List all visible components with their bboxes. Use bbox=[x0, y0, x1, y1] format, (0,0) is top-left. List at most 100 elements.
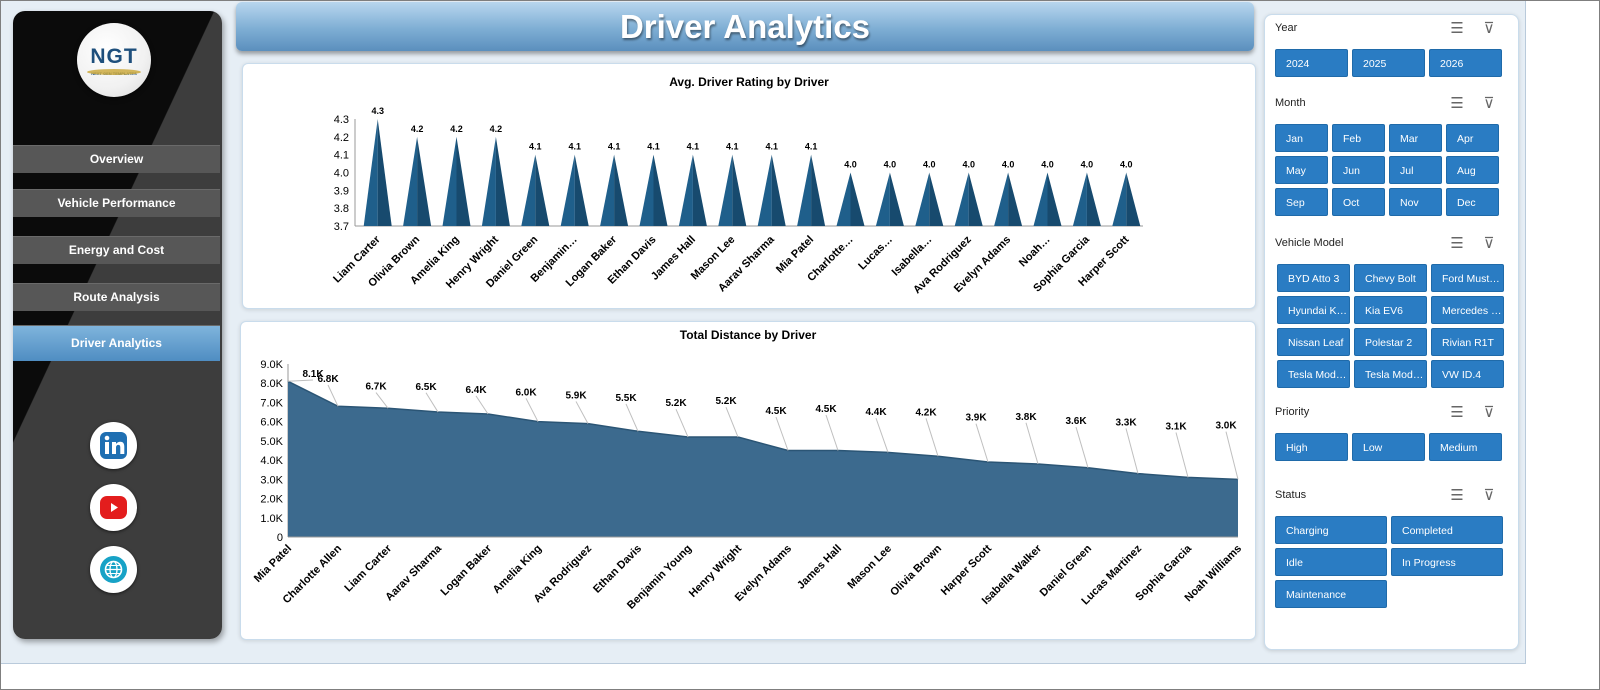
y-tick-label: 5.0K bbox=[260, 436, 283, 448]
nav-vehicle-performance[interactable]: Vehicle Performance bbox=[13, 189, 220, 217]
clear-filter-icon[interactable]: ⊽ bbox=[1483, 487, 1495, 504]
data-label: 4.0 bbox=[1081, 160, 1094, 170]
data-label: 4.1 bbox=[608, 142, 621, 152]
bar-harper-scott bbox=[1112, 172, 1141, 226]
logo: NGT NEXT GEN TEMPLATES bbox=[77, 23, 151, 97]
slicer-item-2026[interactable]: 2026 bbox=[1429, 49, 1502, 77]
data-label: 4.0 bbox=[1041, 160, 1054, 170]
slicer-item-jan[interactable]: Jan bbox=[1275, 124, 1328, 152]
slicer-item-2025[interactable]: 2025 bbox=[1352, 49, 1425, 77]
slicer-item-in-progress[interactable]: In Progress bbox=[1391, 548, 1503, 576]
slicer-item-charging[interactable]: Charging bbox=[1275, 516, 1387, 544]
slicer-item-rivian-r1t[interactable]: Rivian R1T bbox=[1431, 328, 1504, 356]
data-label: 4.3 bbox=[371, 106, 384, 116]
bar-sophia-garcia bbox=[1072, 172, 1101, 226]
data-label: 4.1 bbox=[805, 142, 818, 152]
multi-select-icon[interactable]: ☰ bbox=[1450, 487, 1464, 504]
slicer-item-may[interactable]: May bbox=[1275, 156, 1328, 184]
data-label: 3.3K bbox=[1115, 417, 1137, 428]
slicer-item-aug[interactable]: Aug bbox=[1446, 156, 1499, 184]
distance-area bbox=[288, 381, 1238, 537]
data-label: 5.9K bbox=[565, 390, 587, 401]
slicer-item-high[interactable]: High bbox=[1275, 433, 1348, 461]
data-label: 4.1 bbox=[529, 142, 542, 152]
leader-line bbox=[625, 403, 639, 432]
nav-overview[interactable]: Overview bbox=[13, 145, 220, 173]
data-label: 5.5K bbox=[615, 393, 637, 404]
data-label: 5.2K bbox=[665, 398, 687, 409]
nav-driver-analytics[interactable]: Driver Analytics bbox=[13, 325, 220, 361]
chart-title: Total Distance by Driver bbox=[680, 328, 817, 342]
y-tick-label: 1.0K bbox=[260, 513, 283, 525]
y-tick-label: 4.3 bbox=[334, 114, 349, 126]
nav-energy-and-cost[interactable]: Energy and Cost bbox=[13, 236, 220, 264]
data-label: 4.0 bbox=[884, 160, 897, 170]
y-tick-label: 6.0K bbox=[260, 417, 283, 429]
slicer-item-2024[interactable]: 2024 bbox=[1275, 49, 1348, 77]
slicer-buttons: 2024 2025 2026 bbox=[1275, 49, 1510, 81]
rating-chart-panel: Avg. Driver Rating by Driver 4.3 4.2 4.1 4.0… bbox=[242, 63, 1256, 309]
nav-route-analysis[interactable]: Route Analysis bbox=[13, 283, 220, 311]
slicer-item-dec[interactable]: Dec bbox=[1446, 188, 1499, 216]
leader-line bbox=[875, 417, 889, 453]
website-button[interactable] bbox=[90, 546, 137, 593]
clear-filter-icon[interactable]: ⊽ bbox=[1483, 235, 1495, 252]
slicer-item-vw-id-4[interactable]: VW ID.4 bbox=[1431, 360, 1504, 388]
bar-james-hall bbox=[678, 154, 707, 226]
clear-filter-icon[interactable]: ⊽ bbox=[1483, 95, 1495, 112]
y-tick-label: 3.9 bbox=[334, 185, 349, 197]
slicer-item-mercedes[interactable]: Mercedes … bbox=[1431, 296, 1504, 324]
bar-henry-wright bbox=[481, 136, 510, 226]
website-icon bbox=[100, 556, 127, 583]
slicer-item-kia-ev6[interactable]: Kia EV6 bbox=[1354, 296, 1427, 324]
slicer-priority: Priority ☰ ⊽ High Low Medium bbox=[1275, 403, 1510, 465]
multi-select-icon[interactable]: ☰ bbox=[1450, 404, 1464, 421]
slicer-item-jul[interactable]: Jul bbox=[1389, 156, 1442, 184]
slicer-item-hyundai-k[interactable]: Hyundai K… bbox=[1277, 296, 1350, 324]
slicer-item-chevy-bolt[interactable]: Chevy Bolt bbox=[1354, 264, 1427, 292]
data-label: 4.1 bbox=[726, 142, 739, 152]
multi-select-icon[interactable]: ☰ bbox=[1450, 235, 1464, 252]
slicer-item-completed[interactable]: Completed bbox=[1391, 516, 1503, 544]
data-label: 4.2K bbox=[915, 407, 937, 418]
slicer-item-maintenance[interactable]: Maintenance bbox=[1275, 580, 1387, 608]
slicer-buttons: High Low Medium bbox=[1275, 433, 1510, 465]
slicer-item-oct[interactable]: Oct bbox=[1332, 188, 1385, 216]
multi-select-icon[interactable]: ☰ bbox=[1450, 20, 1464, 37]
distance-chart-panel: Total Distance by Driver 9.0K 8.0K 7.0K 6.0K… bbox=[240, 321, 1256, 640]
slicer-item-nov[interactable]: Nov bbox=[1389, 188, 1442, 216]
slicer-item-medium[interactable]: Medium bbox=[1429, 433, 1502, 461]
data-label: 4.2 bbox=[450, 124, 463, 134]
slicer-item-low[interactable]: Low bbox=[1352, 433, 1425, 461]
x-tick-label: Logan Baker bbox=[439, 542, 495, 598]
slicer-item-apr[interactable]: Apr bbox=[1446, 124, 1499, 152]
slicer-item-polestar-2[interactable]: Polestar 2 bbox=[1354, 328, 1427, 356]
clear-filter-icon[interactable]: ⊽ bbox=[1483, 20, 1495, 37]
multi-select-icon[interactable]: ☰ bbox=[1450, 95, 1464, 112]
x-tick-label: Olivia Brown bbox=[888, 542, 944, 598]
clear-filter-icon[interactable]: ⊽ bbox=[1483, 404, 1495, 421]
youtube-button[interactable] bbox=[90, 484, 137, 531]
bar-charlotte bbox=[836, 172, 865, 226]
data-label: 3.6K bbox=[1065, 416, 1087, 427]
slicer-vehicle-model: Vehicle Model ☰ ⊽ BYD Atto 3 Chevy Bolt Ford … bbox=[1275, 234, 1510, 392]
slicer-item-jun[interactable]: Jun bbox=[1332, 156, 1385, 184]
y-tick-label: 0 bbox=[277, 532, 283, 544]
data-label: 3.9K bbox=[965, 413, 987, 424]
slicer-item-tesla-mod[interactable]: Tesla Mod… bbox=[1354, 360, 1427, 388]
slicer-item-feb[interactable]: Feb bbox=[1332, 124, 1385, 152]
slicer-item-byd-atto-3[interactable]: BYD Atto 3 bbox=[1277, 264, 1350, 292]
slicer-title: Status bbox=[1275, 489, 1307, 501]
slicer-item-ford-must[interactable]: Ford Must… bbox=[1431, 264, 1504, 292]
y-tick-label: 4.2 bbox=[334, 132, 349, 144]
bar-evelyn-adams bbox=[994, 172, 1023, 226]
slicer-item-sep[interactable]: Sep bbox=[1275, 188, 1328, 216]
slicer-item-mar[interactable]: Mar bbox=[1389, 124, 1442, 152]
y-tick-label: 3.0K bbox=[260, 474, 283, 486]
slicer-item-idle[interactable]: Idle bbox=[1275, 548, 1387, 576]
bar-amelia-king bbox=[442, 136, 471, 226]
distance-chart: Total Distance by Driver 9.0K 8.0K 7.0K 6.0K… bbox=[252, 328, 1244, 612]
slicer-item-tesla-mod[interactable]: Tesla Mod… bbox=[1277, 360, 1350, 388]
slicer-item-nissan-leaf[interactable]: Nissan Leaf bbox=[1277, 328, 1350, 356]
linkedin-button[interactable] bbox=[90, 422, 137, 469]
